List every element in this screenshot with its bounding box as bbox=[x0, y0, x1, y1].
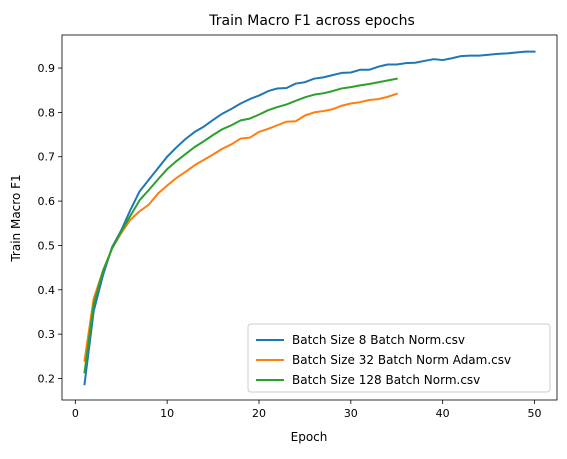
x-axis: 0 10 20 30 40 50 bbox=[72, 400, 542, 420]
legend-label-batch-size-128: Batch Size 128 Batch Norm.csv bbox=[292, 373, 480, 387]
x-tick-label: 20 bbox=[252, 407, 266, 420]
plot-frame bbox=[61, 34, 558, 401]
legend: Batch Size 8 Batch Norm.csv Batch Size 3… bbox=[247, 323, 551, 393]
x-tick-label: 0 bbox=[72, 407, 79, 420]
y-axis-label: Train Macro F1 bbox=[9, 174, 23, 262]
y-tick-label: 0.5 bbox=[38, 239, 56, 252]
x-tick-label: 50 bbox=[528, 407, 542, 420]
y-tick-label: 0.4 bbox=[38, 284, 56, 297]
x-axis-label: Epoch bbox=[291, 430, 328, 444]
y-axis: 0.2 0.3 0.4 0.5 0.6 0.7 0.8 0.9 bbox=[38, 62, 62, 385]
legend-label-batch-size-32: Batch Size 32 Batch Norm Adam.csv bbox=[292, 353, 511, 367]
x-tick-label: 30 bbox=[344, 407, 358, 420]
x-tick-label: 40 bbox=[436, 407, 450, 420]
series-line-1 bbox=[83, 92, 399, 362]
legend-label-batch-size-8: Batch Size 8 Batch Norm.csv bbox=[292, 333, 465, 347]
series-line-0 bbox=[83, 50, 536, 386]
y-tick-label: 0.8 bbox=[38, 106, 56, 119]
y-tick-label: 0.3 bbox=[38, 328, 56, 341]
plot-lines bbox=[83, 50, 536, 386]
chart-title: Train Macro F1 across epochs bbox=[208, 13, 415, 29]
series-line-2 bbox=[83, 77, 398, 374]
y-tick-label: 0.9 bbox=[38, 62, 56, 75]
y-tick-label: 0.7 bbox=[38, 151, 56, 164]
x-tick-label: 10 bbox=[160, 407, 174, 420]
y-tick-label: 0.2 bbox=[38, 372, 56, 385]
y-tick-label: 0.6 bbox=[38, 195, 56, 208]
legend-frame bbox=[247, 323, 551, 393]
